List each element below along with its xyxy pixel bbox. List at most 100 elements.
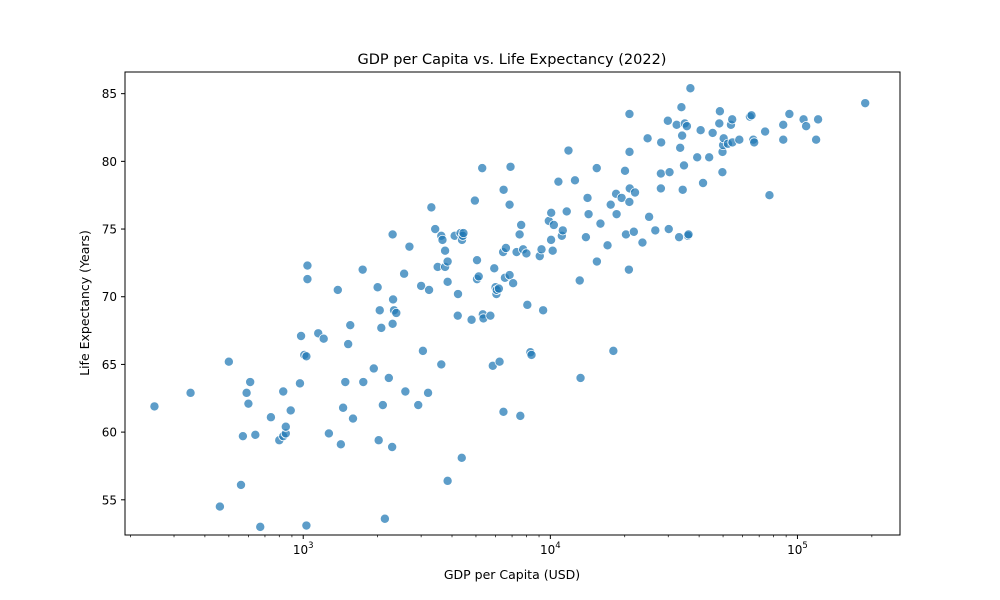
data-point	[760, 126, 771, 137]
ticks-layer: 55 60 65 70 75 80 85 103 104 105	[102, 87, 873, 557]
data-point	[695, 125, 706, 136]
data-point	[494, 356, 505, 367]
data-point	[338, 402, 349, 413]
data-point	[377, 400, 388, 411]
data-point	[778, 119, 789, 130]
data-point	[698, 178, 709, 189]
x-tick-label: 103	[293, 541, 314, 557]
data-point	[563, 145, 574, 156]
data-point	[704, 152, 715, 163]
data-point	[671, 119, 682, 130]
data-point	[285, 405, 296, 416]
data-point	[223, 356, 234, 367]
x-tick-label: 105	[787, 541, 808, 557]
y-tick-label: 85	[102, 87, 117, 101]
data-point	[250, 429, 261, 440]
data-point	[423, 387, 434, 398]
data-point	[508, 278, 519, 289]
data-point	[302, 260, 313, 271]
data-point	[624, 108, 635, 119]
data-point	[714, 106, 725, 117]
data-point	[569, 175, 580, 186]
data-point	[243, 398, 254, 409]
data-point	[574, 275, 585, 286]
y-tick-label: 80	[102, 155, 117, 169]
data-point	[553, 176, 564, 187]
data-point	[347, 413, 358, 424]
data-point	[399, 268, 410, 279]
data-point	[642, 133, 653, 144]
data-point	[456, 452, 467, 463]
data-point	[255, 521, 266, 532]
data-point	[561, 206, 572, 217]
data-point	[656, 137, 667, 148]
data-point	[372, 282, 383, 293]
data-point	[623, 264, 634, 275]
data-point	[436, 359, 447, 370]
data-point	[764, 190, 775, 201]
data-point	[473, 271, 484, 282]
data-point	[379, 513, 390, 524]
data-point	[357, 264, 368, 275]
data-point	[605, 199, 616, 210]
data-point	[301, 520, 312, 531]
data-point	[522, 299, 533, 310]
data-point	[214, 501, 225, 512]
data-point	[373, 435, 384, 446]
data-point	[546, 207, 557, 218]
data-point	[516, 219, 527, 230]
y-tick-label: 70	[102, 290, 117, 304]
data-point	[714, 118, 725, 129]
data-point	[620, 165, 631, 176]
data-point	[498, 184, 509, 195]
data-point	[727, 114, 738, 125]
data-point	[644, 211, 655, 222]
data-point	[681, 121, 692, 132]
data-point	[323, 428, 334, 439]
data-point	[235, 479, 246, 490]
data-point	[624, 196, 635, 207]
data-point	[413, 400, 424, 411]
y-tick-label: 55	[102, 493, 117, 507]
data-point	[675, 142, 686, 153]
data-point	[778, 134, 789, 145]
data-point	[655, 168, 666, 179]
y-axis-label: Life Expectancy (Years)	[77, 230, 92, 376]
data-point	[237, 431, 248, 442]
data-point	[417, 345, 428, 356]
data-point	[332, 284, 343, 295]
data-point	[472, 255, 483, 266]
data-point	[860, 98, 871, 109]
data-point	[437, 234, 448, 245]
y-tick-label: 75	[102, 223, 117, 237]
data-point	[185, 387, 196, 398]
data-point	[430, 224, 441, 235]
data-point	[676, 102, 687, 113]
data-point	[664, 167, 675, 178]
data-point	[301, 351, 312, 362]
data-point	[630, 187, 641, 198]
data-point	[611, 209, 622, 220]
data-point	[376, 322, 387, 333]
data-point	[388, 294, 399, 305]
data-point	[469, 195, 480, 206]
data-point	[616, 192, 627, 203]
data-point	[801, 121, 812, 132]
data-point	[387, 229, 398, 240]
data-point	[387, 441, 398, 452]
data-point	[683, 229, 694, 240]
data-point	[458, 228, 469, 239]
data-point	[677, 184, 688, 195]
data-point	[477, 163, 488, 174]
data-point	[343, 339, 354, 350]
data-point	[335, 439, 346, 450]
data-point	[628, 226, 639, 237]
data-point	[149, 401, 160, 412]
data-point	[548, 219, 559, 230]
data-point	[442, 276, 453, 287]
data-point	[637, 237, 648, 248]
data-point	[442, 475, 453, 486]
data-point	[245, 377, 256, 388]
